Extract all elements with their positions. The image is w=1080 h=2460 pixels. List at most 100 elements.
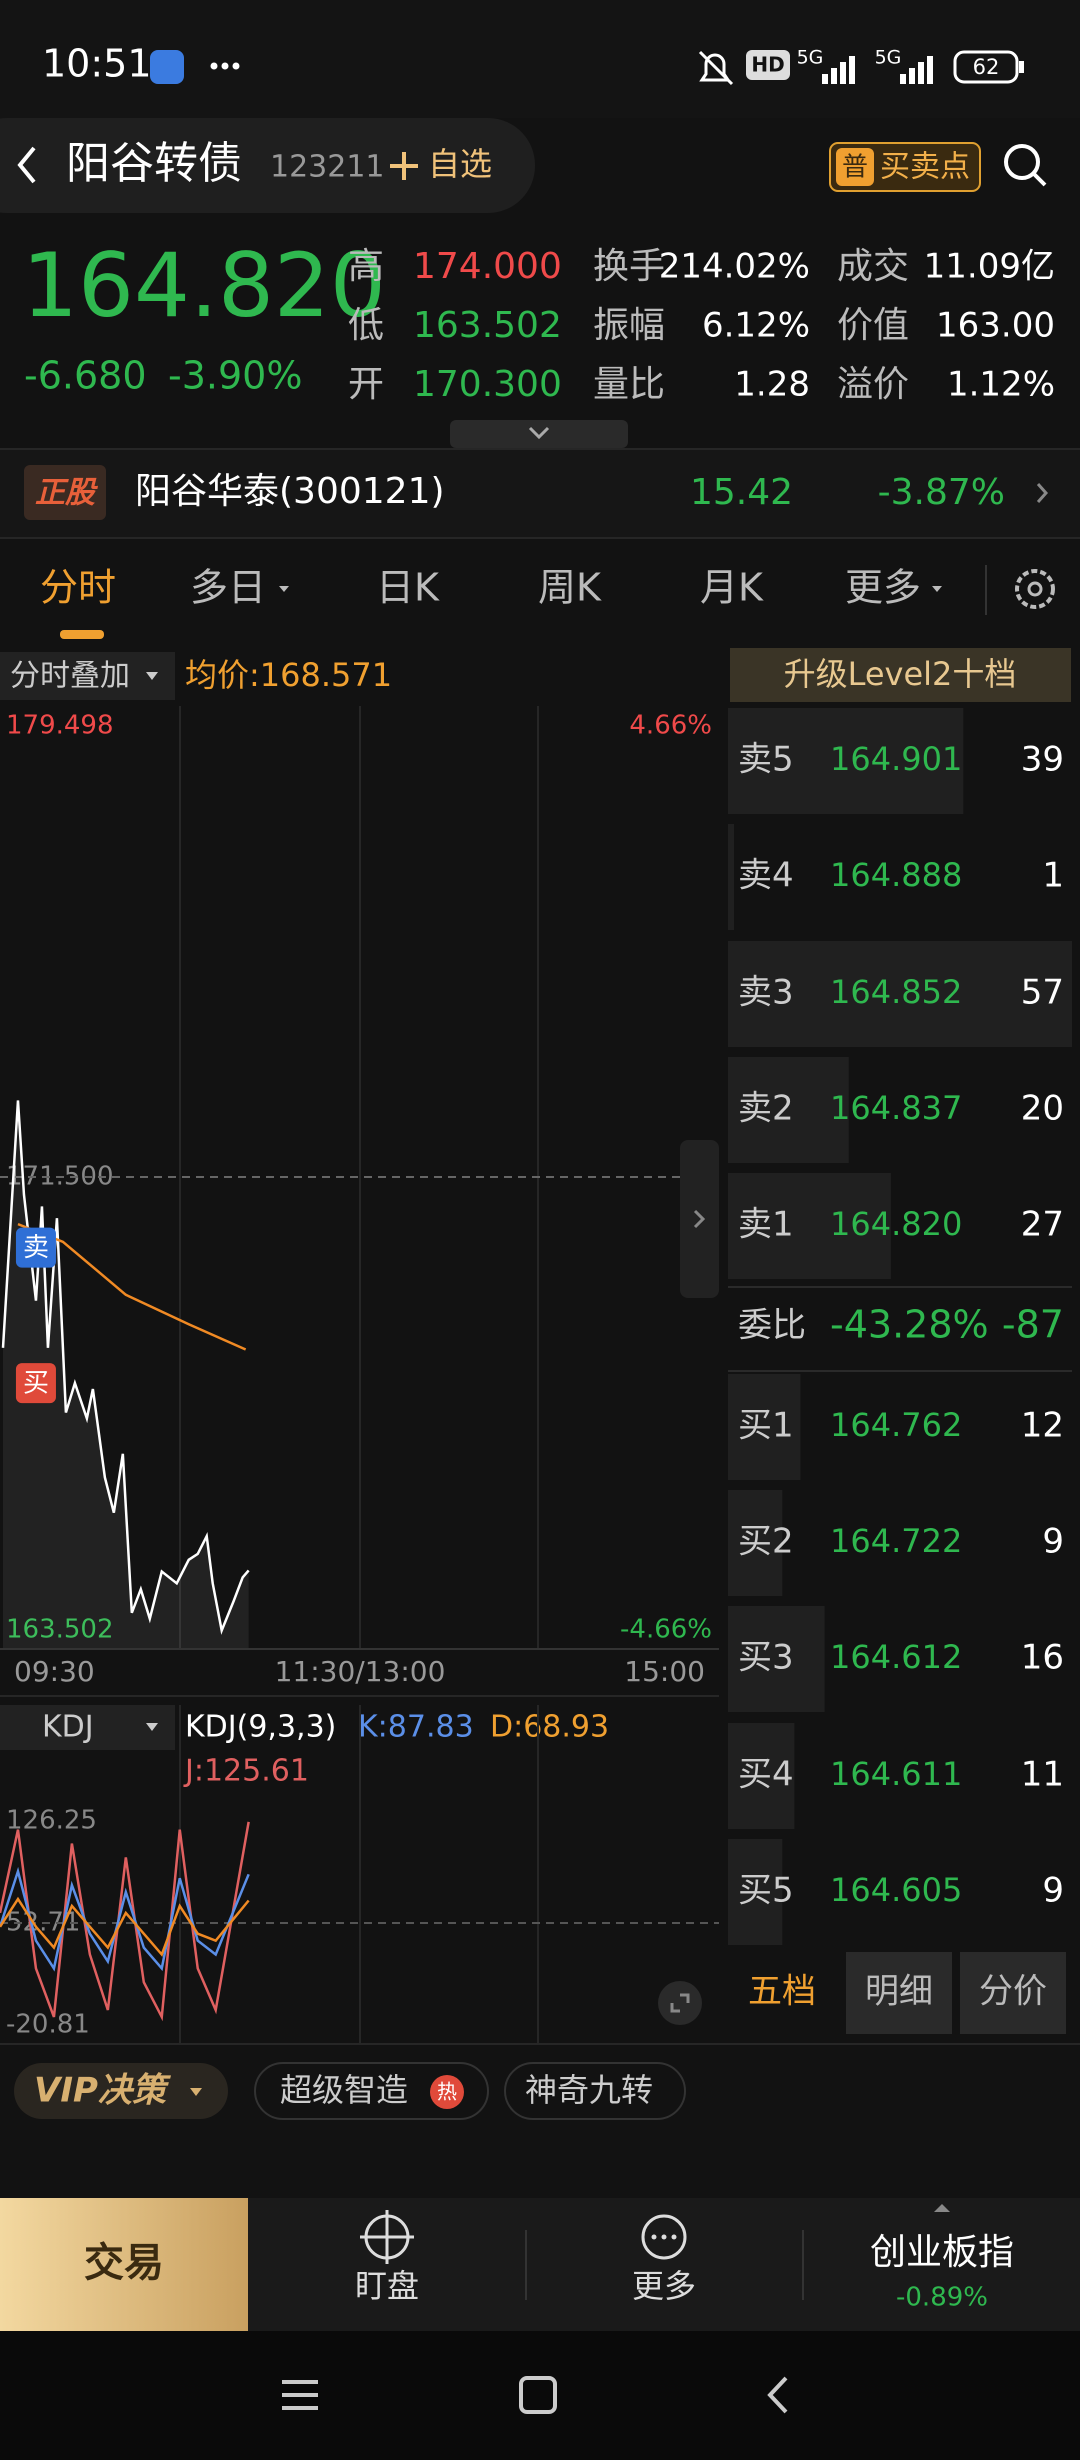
nav-item[interactable]: 更多 bbox=[632, 2267, 696, 2305]
level2-label: 升级Level2十档 bbox=[784, 655, 1017, 693]
menu-button[interactable] bbox=[282, 2380, 318, 2410]
price-area bbox=[2, 1100, 249, 1648]
more-dot bbox=[661, 2234, 667, 2240]
dropdown-arrow bbox=[279, 586, 289, 592]
level2-button[interactable] bbox=[730, 648, 1071, 702]
watchlist-button[interactable]: 自选 bbox=[428, 145, 492, 183]
chart-tab[interactable]: 周K bbox=[538, 566, 602, 610]
security-code: 123211 bbox=[270, 150, 385, 185]
stat-label: 开 bbox=[348, 364, 384, 405]
divider bbox=[728, 1370, 1072, 1372]
battery bbox=[953, 50, 1019, 84]
stat-label: 高 bbox=[348, 246, 384, 287]
level-volume: 27 bbox=[1021, 1205, 1064, 1245]
book-tab[interactable]: 分价 bbox=[979, 1972, 1047, 2012]
underlying-row[interactable] bbox=[0, 450, 1080, 537]
signal-bar bbox=[918, 62, 924, 84]
security-name: 阳谷转债 bbox=[66, 138, 242, 189]
stat-label: 价值 bbox=[837, 305, 909, 346]
signal-icon bbox=[836, 148, 874, 186]
more-dot bbox=[651, 2234, 657, 2240]
vip-chip[interactable] bbox=[14, 2063, 228, 2119]
level-label: 买2 bbox=[738, 1522, 794, 1562]
stat-label: 振幅 bbox=[593, 305, 665, 346]
y-tick-label: 126.25 bbox=[6, 1806, 97, 1836]
battery-tip bbox=[1019, 61, 1024, 73]
plus-icon[interactable] bbox=[390, 152, 418, 180]
home-button[interactable] bbox=[519, 2376, 557, 2414]
volume-bar bbox=[728, 824, 735, 930]
trade-signal bbox=[15, 1227, 56, 1268]
chip-label: 神奇九转 bbox=[525, 2071, 653, 2109]
level-volume: 20 bbox=[1021, 1089, 1064, 1129]
book-tab-bg[interactable] bbox=[960, 1952, 1066, 2034]
level-volume: 9 bbox=[1042, 1522, 1064, 1562]
overlay-selector[interactable] bbox=[0, 652, 175, 700]
stat-value: 214.02% bbox=[659, 247, 810, 287]
divider bbox=[985, 565, 987, 615]
chip[interactable] bbox=[504, 2062, 686, 2120]
level-price: 164.611 bbox=[830, 1755, 962, 1793]
stat-value: 163.502 bbox=[413, 305, 562, 346]
stat-value: 170.300 bbox=[413, 364, 562, 405]
underlying-price: 15.42 bbox=[690, 472, 793, 513]
side-handle[interactable] bbox=[680, 1140, 719, 1298]
level-volume: 12 bbox=[1021, 1406, 1064, 1446]
book-tab[interactable]: 五档 bbox=[748, 1972, 816, 2012]
signal-label: 买卖点 bbox=[880, 150, 970, 185]
level-volume: 57 bbox=[1021, 973, 1064, 1013]
system-nav bbox=[0, 2331, 1080, 2460]
chart-tab[interactable]: 多日 bbox=[190, 566, 266, 610]
underlying-badge-label: 正股 bbox=[35, 476, 98, 511]
j-value: J:125.61 bbox=[183, 1754, 309, 1789]
trade-button[interactable] bbox=[0, 2198, 248, 2331]
expand-handle[interactable] bbox=[450, 420, 628, 448]
back-nav-button[interactable] bbox=[767, 2376, 788, 2414]
hd-badge bbox=[746, 50, 790, 80]
indicator-selector[interactable] bbox=[0, 1705, 175, 1750]
divider bbox=[0, 448, 1080, 450]
back-button[interactable] bbox=[17, 146, 36, 184]
hot-badge bbox=[430, 2075, 464, 2109]
chip[interactable] bbox=[254, 2062, 489, 2120]
nav-item[interactable]: 盯盘 bbox=[355, 2267, 419, 2305]
grid-line bbox=[179, 1705, 181, 2045]
book-tab-bg[interactable] bbox=[846, 1952, 952, 2034]
settings-icon[interactable] bbox=[1015, 569, 1055, 609]
level-price: 164.837 bbox=[830, 1089, 962, 1127]
battery-level: 62 bbox=[973, 55, 1000, 79]
index-name[interactable]: 创业板指 bbox=[870, 2232, 1014, 2273]
level-volume: 39 bbox=[1021, 740, 1064, 780]
book-tab[interactable]: 明细 bbox=[865, 1972, 933, 2012]
caret bbox=[934, 2204, 950, 2212]
search-icon[interactable] bbox=[1004, 144, 1040, 180]
chevron bbox=[528, 426, 550, 440]
underlying-badge bbox=[24, 465, 106, 520]
more-dot bbox=[232, 62, 240, 70]
k-value: K:87.83 bbox=[358, 1710, 474, 1745]
level-price: 164.722 bbox=[830, 1522, 962, 1560]
volume-bar bbox=[728, 708, 964, 814]
level-volume: 9 bbox=[1042, 1871, 1064, 1911]
level-price: 164.820 bbox=[830, 1205, 962, 1243]
volume-bar bbox=[728, 1173, 891, 1279]
grid-line bbox=[179, 706, 181, 1648]
chart-tab[interactable]: 更多 bbox=[845, 566, 921, 610]
chart-tab[interactable]: 日K bbox=[376, 566, 440, 610]
vip-label: VIP决策 bbox=[34, 2071, 172, 2111]
y-tick-label: 163.502 bbox=[6, 1615, 114, 1645]
price-change: -6.680 bbox=[24, 354, 147, 398]
chart-tab[interactable]: 分时 bbox=[40, 566, 116, 610]
index-change: -0.89% bbox=[896, 2283, 988, 2313]
chart-tab[interactable]: 月K bbox=[700, 566, 764, 610]
level-label: 买1 bbox=[738, 1406, 794, 1446]
app-icon bbox=[150, 50, 184, 84]
hot-label: 热 bbox=[437, 2080, 457, 2104]
dropdown-arrow bbox=[146, 672, 158, 680]
y-tick-label: 179.498 bbox=[6, 711, 114, 741]
level-volume: 11 bbox=[1021, 1755, 1064, 1795]
overlay-label: 分时叠加 bbox=[10, 659, 130, 694]
level-price: 164.888 bbox=[830, 856, 962, 894]
level-label: 卖3 bbox=[738, 973, 794, 1013]
fullscreen-button[interactable] bbox=[658, 1981, 702, 2025]
